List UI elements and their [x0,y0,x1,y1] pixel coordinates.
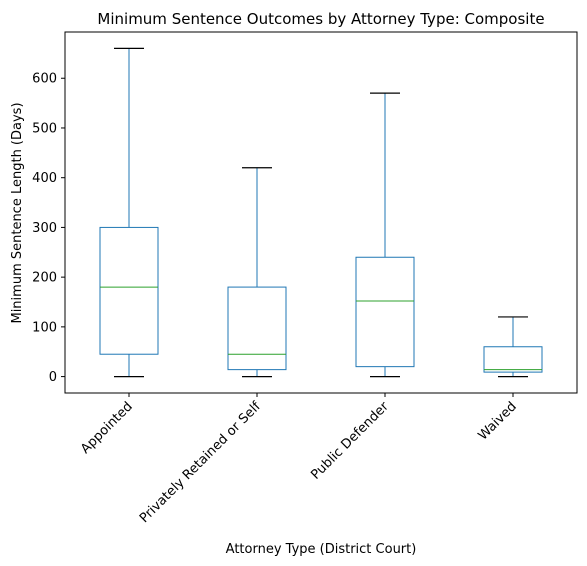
y-tick-label: 600 [32,72,57,87]
x-tick-label: Waived [476,399,520,443]
x-tick-label: Appointed [78,399,136,457]
y-tick-label: 300 [32,221,57,236]
iqr-box [483,346,543,373]
y-tick-label: 100 [32,320,57,335]
iqr-box [227,286,287,371]
y-axis-label: Minimum Sentence Length (Days) [10,102,25,323]
plot-area: 0 100 200 300 400 500 600 Appointed Privately Re… [32,31,578,526]
y-tick-label: 0 [49,370,57,385]
iqr-box [99,226,159,355]
x-tick-label: Public Defender [308,399,392,483]
iqr-box [355,256,415,368]
y-tick-label: 500 [32,121,57,136]
chart-title: Minimum Sentence Outcomes by Attorney Ty… [97,10,544,28]
x-tick-label: Privately Retained or Self [137,399,264,526]
y-tick-label: 200 [32,271,57,286]
axes-frame [64,31,578,394]
x-axis-label: Attorney Type (District Court) [226,542,417,557]
y-tick-label: 400 [32,171,57,186]
